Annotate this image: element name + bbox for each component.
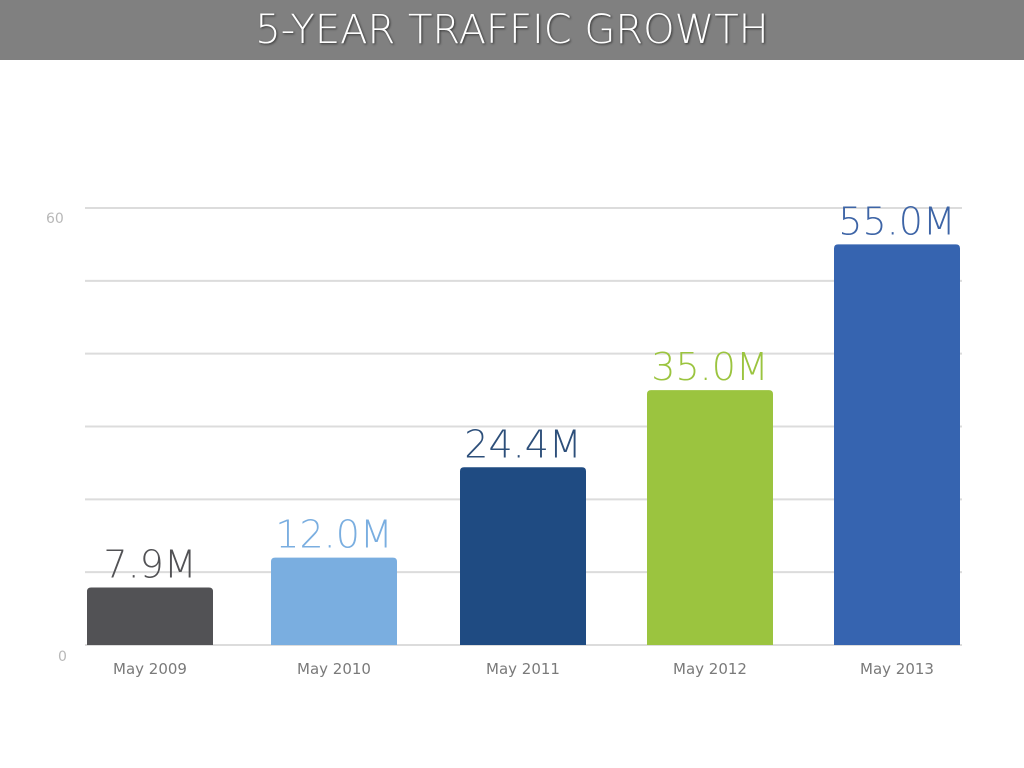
x-tick-label: May 2013 xyxy=(860,660,934,678)
data-label: 24.4M xyxy=(464,422,581,466)
x-tick-label: May 2012 xyxy=(673,660,747,678)
bar xyxy=(647,390,773,645)
x-tick-label: May 2011 xyxy=(486,660,560,678)
bar xyxy=(87,587,213,645)
data-label: 7.9M xyxy=(103,542,196,586)
data-label: 35.0M xyxy=(651,345,768,389)
x-tick-label: May 2009 xyxy=(113,660,187,678)
page-title: 5-YEAR TRAFFIC GROWTH xyxy=(255,7,769,53)
data-label: 12.0M xyxy=(275,513,392,557)
bar xyxy=(834,244,960,645)
data-label: 55.0M xyxy=(838,199,955,243)
bar xyxy=(271,557,397,645)
x-tick-label: May 2010 xyxy=(297,660,371,678)
title-bar: 5-YEAR TRAFFIC GROWTH xyxy=(0,0,1024,60)
y-tick-label: 0 xyxy=(58,649,67,665)
bar xyxy=(460,467,586,645)
y-tick-label: 60 xyxy=(46,211,64,227)
